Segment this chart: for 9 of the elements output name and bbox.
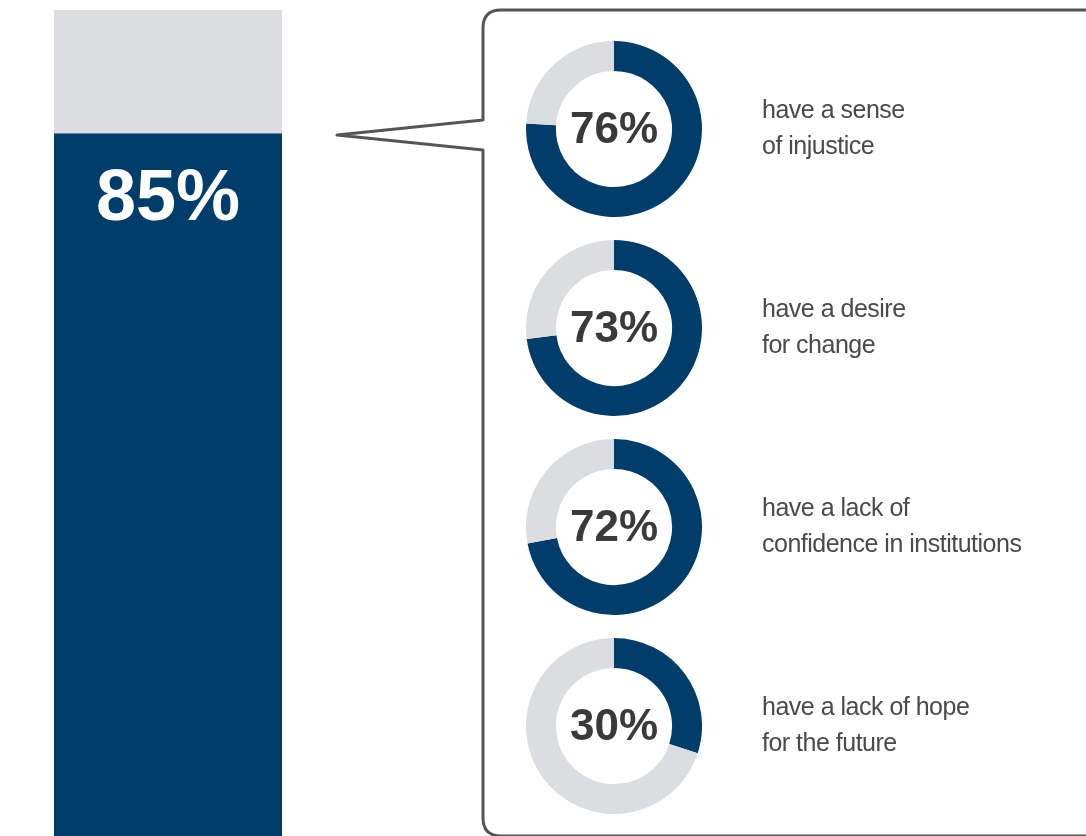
data-label: 72% [569,501,659,551]
text: have a lack of confidence in institutions [762,492,1023,559]
data-label: 85% [95,154,241,235]
text: have a lack of hope for the future [762,691,971,758]
text: have a desire for change [762,293,907,360]
text: have a sense of injustice [762,94,906,161]
data-label: 73% [569,302,659,352]
data-label: 76% [569,103,659,153]
data-label: 30% [569,700,659,750]
